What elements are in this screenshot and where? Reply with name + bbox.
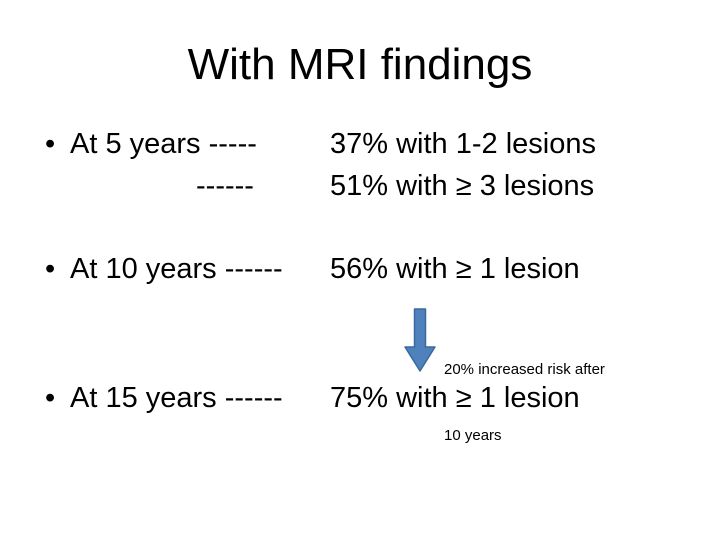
bullet-dot-icon: • bbox=[45, 128, 56, 160]
stat-15-years: 75% with ≥ 1 lesion bbox=[330, 382, 580, 414]
bullet-dot-icon: • bbox=[45, 382, 56, 414]
bullet-item-15-years: • At 15 years ------ bbox=[45, 377, 283, 419]
down-arrow-outline bbox=[404, 308, 436, 372]
down-arrow-shape bbox=[405, 309, 435, 371]
bullet-dot-icon: • bbox=[45, 253, 56, 285]
stat-10-years: 56% with ≥ 1 lesion bbox=[330, 253, 580, 285]
bullet-item-10-years: • At 10 years ------ bbox=[45, 248, 283, 290]
bullet-text-5-years: At 5 years ----- bbox=[70, 128, 257, 160]
stat-5-years-line1: 37% with 1-2 lesions bbox=[330, 128, 596, 160]
annotation-line1: 20% increased risk after bbox=[444, 361, 605, 378]
slide-title: With MRI findings bbox=[187, 40, 533, 89]
bullet-text-15-years: At 15 years ------ bbox=[70, 382, 283, 414]
stat-5-years-line2: 51% with ≥ 3 lesions bbox=[330, 170, 595, 202]
annotation-line2: 10 years bbox=[444, 427, 502, 444]
down-arrow-icon bbox=[404, 308, 436, 372]
annotation-text: 20% increased risk after 10 years bbox=[444, 315, 605, 491]
dash-continuation: ------ bbox=[196, 170, 254, 202]
bullet-item-5-years: • At 5 years ----- bbox=[45, 123, 257, 165]
bullet-text-10-years: At 10 years ------ bbox=[70, 253, 283, 285]
